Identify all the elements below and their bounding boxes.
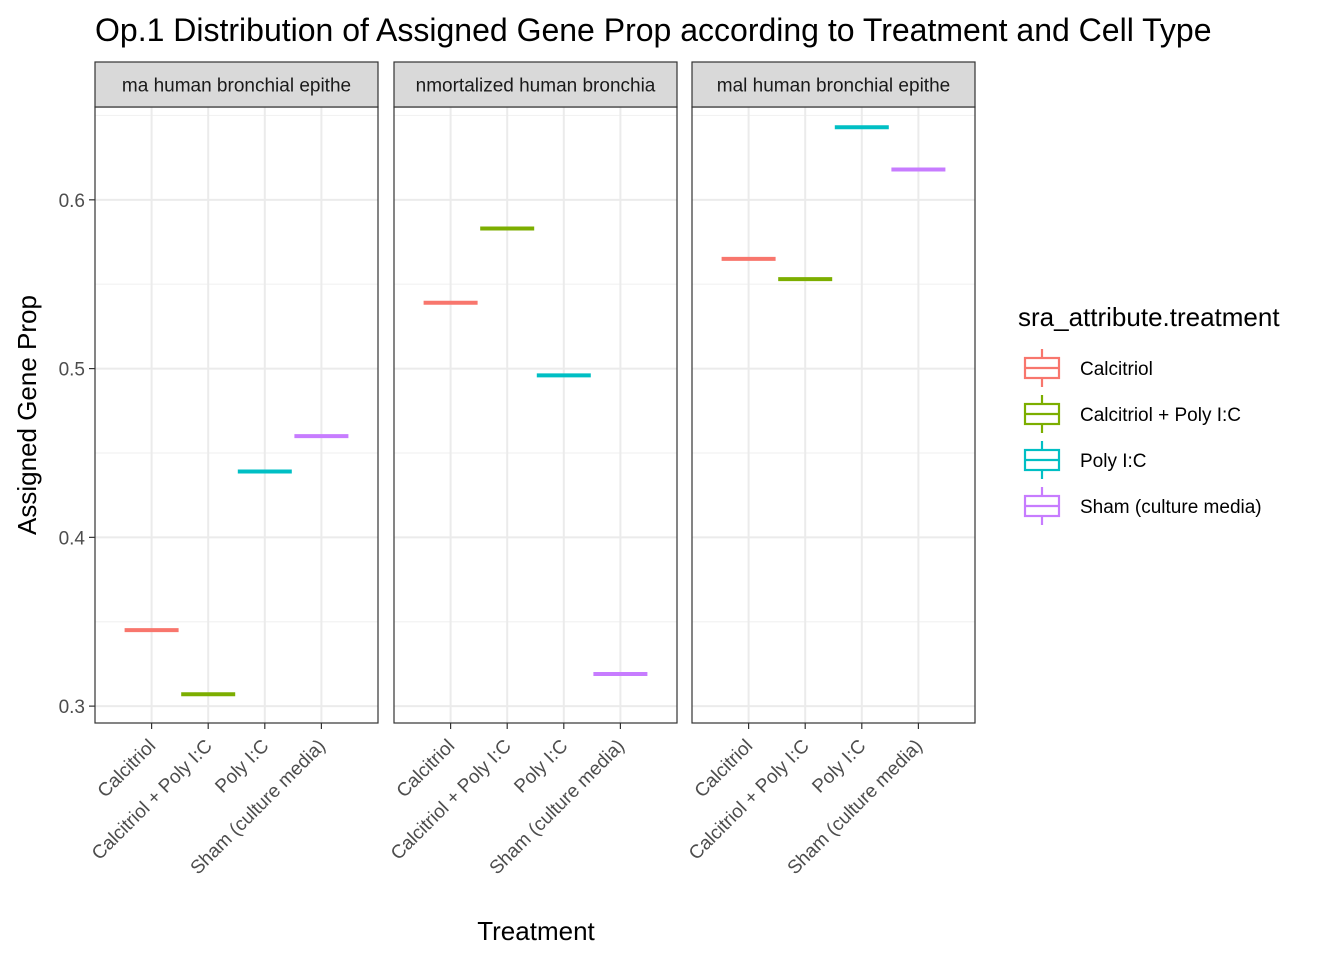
legend-item: Calcitriol + Poly I:C	[1023, 395, 1241, 433]
legend-key	[1023, 395, 1061, 433]
legend-label: Poly I:C	[1080, 451, 1147, 472]
y-tick-label: 0.5	[59, 360, 85, 381]
facet-panel: mal human bronchial epitheCalcitriolCalc…	[685, 61, 976, 879]
x-axis-title: Treatment	[477, 916, 595, 946]
legend: sra_attribute.treatment Calcitriol Calcitr…	[1018, 302, 1280, 525]
y-axis-title: Assigned Gene Prop	[12, 295, 42, 535]
legend-key	[1023, 487, 1061, 525]
facet-strip-label: ma human bronchial epithe	[122, 76, 351, 97]
panel-background	[394, 107, 677, 723]
legend-item: Calcitriol	[1023, 349, 1153, 387]
facet-strip	[94, 61, 379, 108]
legend-label: Calcitriol + Poly I:C	[1080, 405, 1241, 426]
facet-panel: ma human bronchial epitheCalcitriolCalci…	[88, 61, 379, 879]
facet-strip	[691, 61, 976, 108]
legend-label: Calcitriol	[1080, 359, 1153, 380]
legend-title: sra_attribute.treatment	[1018, 302, 1280, 332]
legend-item: Poly I:C	[1023, 441, 1147, 479]
chart-title: Op.1 Distribution of Assigned Gene Prop …	[95, 12, 1211, 48]
y-tick-label: 0.6	[59, 191, 85, 212]
legend-key	[1023, 349, 1061, 387]
legend-item: Sham (culture media)	[1023, 487, 1262, 525]
y-axis: 0.3 0.4 0.5 0.6	[59, 191, 95, 718]
y-tick-label: 0.4	[59, 528, 86, 549]
facet-strip-label: mal human bronchial epithe	[717, 76, 950, 97]
legend-label: Sham (culture media)	[1080, 497, 1262, 518]
facet-strip-label: nmortalized human bronchia	[416, 76, 656, 97]
facet-strip	[393, 61, 678, 108]
panel-background	[95, 107, 378, 723]
y-tick-label: 0.3	[59, 697, 85, 718]
facet-panels: ma human bronchial epitheCalcitriolCalci…	[88, 61, 976, 879]
facet-panel: nmortalized human bronchiaCalcitriolCalc…	[387, 61, 678, 879]
legend-key	[1023, 441, 1061, 479]
panel-background	[692, 107, 975, 723]
